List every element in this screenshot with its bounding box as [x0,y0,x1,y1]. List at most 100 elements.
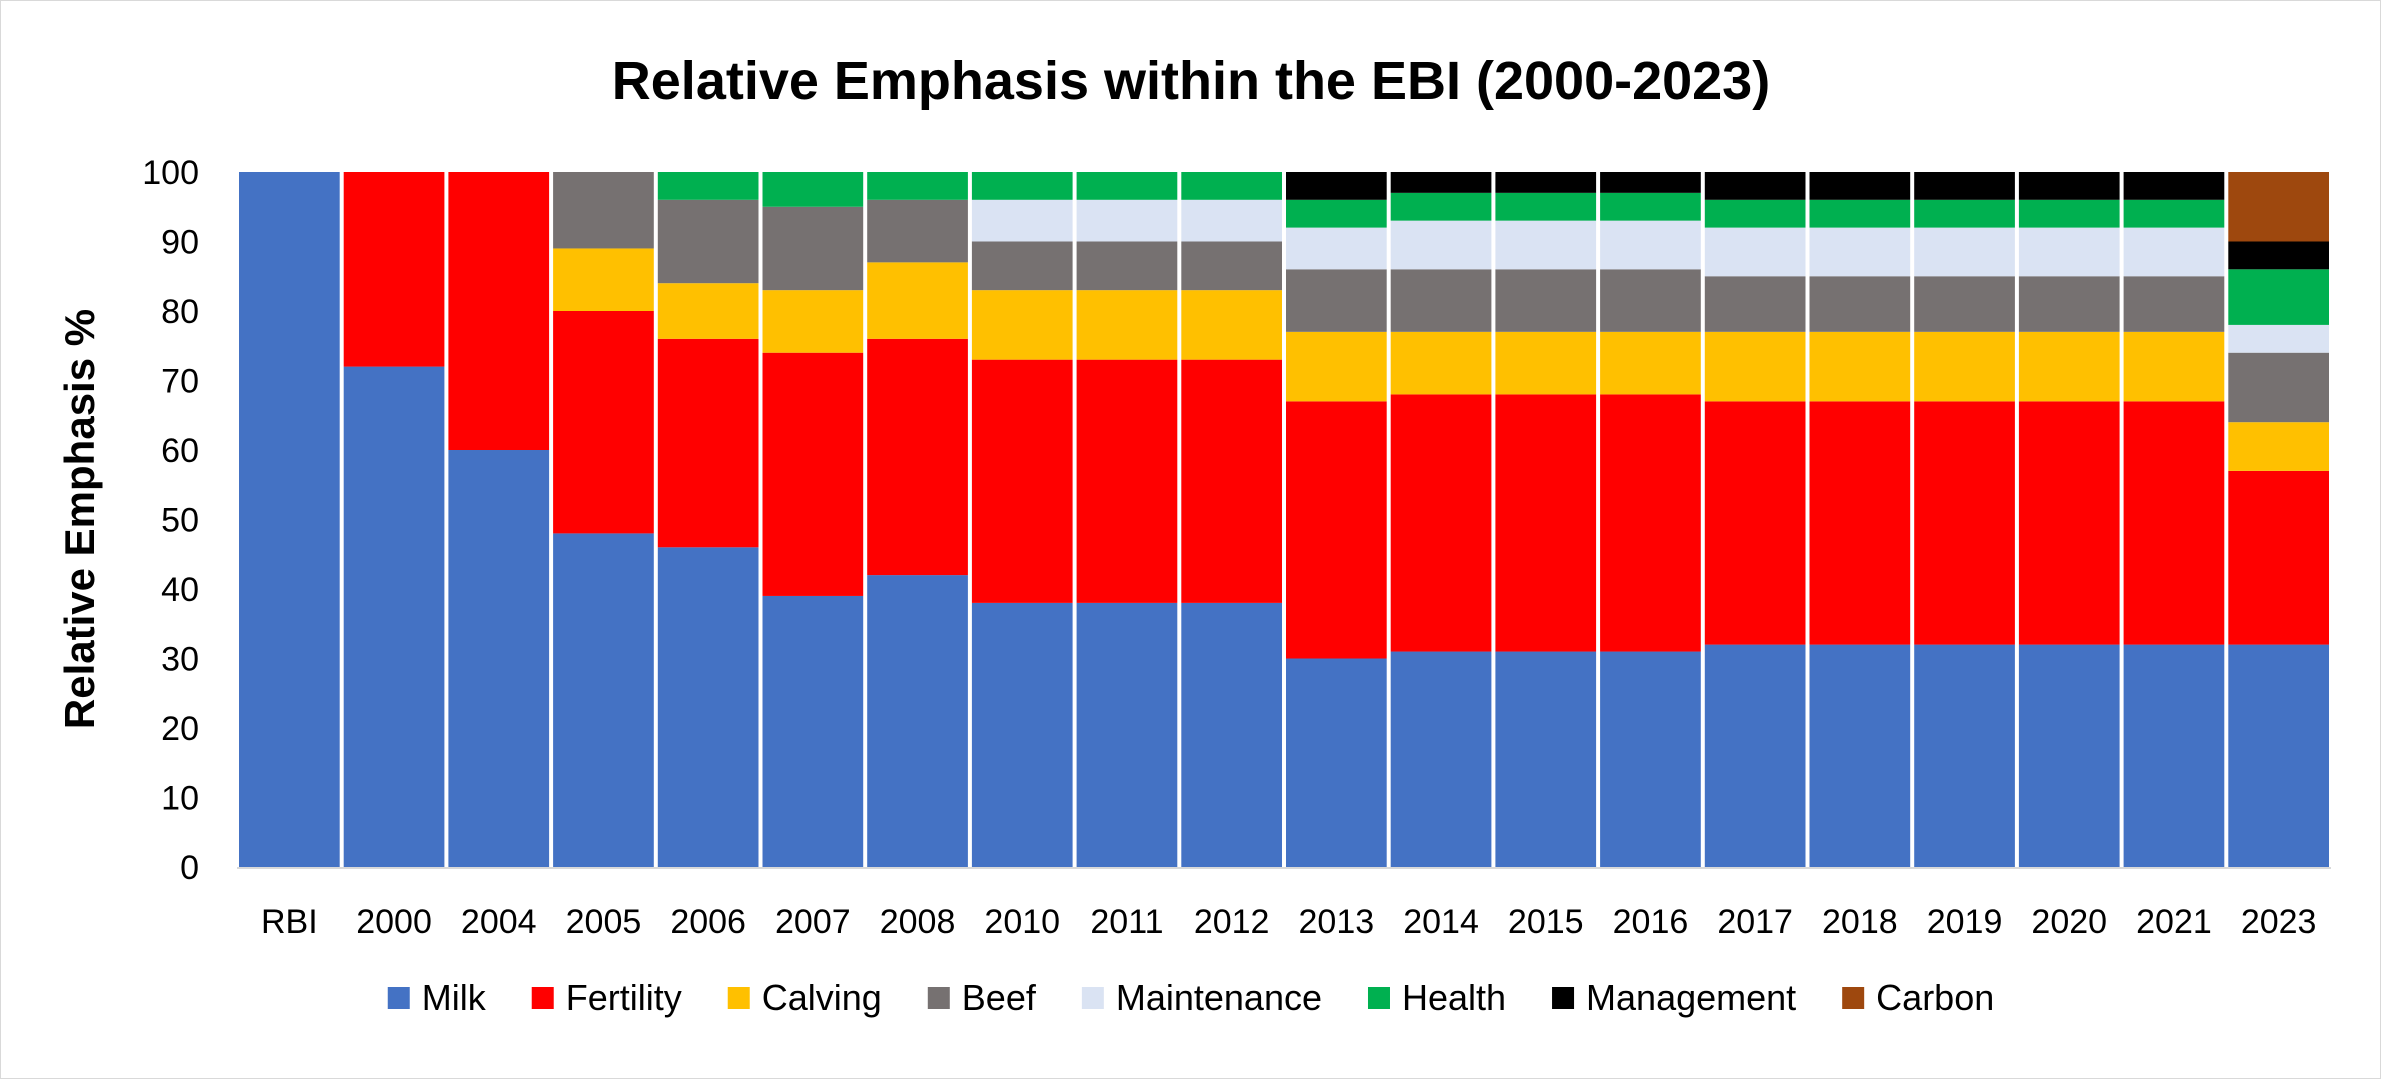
bar-segment-fertility-2015 [1495,394,1597,652]
bar-segment-fertility-2014 [1390,394,1492,652]
chart-title: Relative Emphasis within the EBI (2000-2… [612,51,1770,111]
bar-segment-management-2020 [2018,172,2120,200]
legend-label: Fertility [566,977,682,1018]
bar-segment-maintenance-2017 [1704,227,1806,277]
x-tick-label: 2011 [1090,903,1163,941]
bar-segment-milk-2007 [762,595,864,867]
bar-segment-beef-2016 [1600,269,1701,332]
bar-segment-health-2013 [1286,199,1387,228]
bar-segment-maintenance-2019 [1914,227,2015,277]
y-tick-label: 70 [161,363,199,401]
bar-segment-health-2006 [657,172,759,200]
legend-label: Milk [422,977,487,1018]
bar-segment-beef-2018 [1809,276,1911,332]
bar-segment-fertility-2021 [2123,401,2225,645]
bar-segment-health-2020 [2018,199,2120,228]
bar-segment-maintenance-2010 [971,199,1073,242]
bar-segment-fertility-2012 [1181,359,1282,603]
y-tick-label: 10 [161,780,199,818]
bar-segment-calving-2014 [1390,331,1492,395]
bar-segment-health-2019 [1914,199,2015,228]
bar-segment-beef-2010 [971,241,1073,291]
legend-swatch [387,987,410,1009]
bar-segment-management-2014 [1390,172,1492,193]
bar-segment-beef-2015 [1495,269,1597,332]
legend-item-carbon: Carbon [1842,977,1994,1018]
y-tick-label: 60 [161,432,199,470]
legend-swatch [531,987,554,1009]
bar-segment-health-2018 [1809,199,1911,228]
bar-segment-milk-2005 [553,533,654,867]
bar-segment-fertility-2010 [971,359,1073,603]
bar-segment-maintenance-2020 [2018,227,2120,277]
y-tick-label: 0 [180,849,199,887]
bar-segment-milk-2013 [1286,658,1387,867]
legend-swatch [927,987,950,1009]
bar-segment-calving-2012 [1181,290,1282,360]
bar-segment-fertility-2005 [553,311,654,534]
x-tick-label: 2010 [984,903,1060,941]
legend-item-milk: Milk [387,977,487,1018]
bar-segment-calving-2021 [2123,331,2225,402]
bar-segment-maintenance-2012 [1181,199,1282,242]
y-axis-label: Relative Emphasis % [56,309,103,729]
bar-segment-fertility-2023 [2228,470,2329,645]
bar-segment-milk-2011 [1076,602,1178,867]
bar-segment-calving-2005 [553,248,654,311]
bar-segment-maintenance-2018 [1809,227,1911,277]
y-tick-label: 20 [161,710,199,748]
legend-item-health: Health [1367,977,1506,1018]
bar-segment-beef-2007 [762,206,864,291]
bar-segment-beef-2008 [867,199,968,263]
bar-segment-milk-rbi [239,172,340,867]
bar-segment-beef-2023 [2228,352,2329,423]
bar-segment-calving-2007 [762,290,864,353]
bar-segment-health-2014 [1390,192,1492,221]
bar-segment-calving-2020 [2018,331,2120,402]
bar-segment-milk-2000 [343,366,445,867]
x-tick-label: 2008 [880,903,956,941]
bar-segment-fertility-2006 [657,338,759,548]
bar-segment-beef-2012 [1181,241,1282,291]
legend-swatch [1081,987,1104,1009]
bar-segment-calving-2015 [1495,331,1597,395]
bar-segment-milk-2021 [2123,644,2225,867]
bar-segment-carbon-2023 [2228,172,2329,242]
bar-segment-calving-2011 [1076,290,1178,360]
bar-segment-milk-2015 [1495,651,1597,867]
bar-segment-health-2010 [971,172,1073,200]
bar-segment-beef-2006 [657,199,759,284]
bar-segment-health-2015 [1495,192,1597,221]
bar-segment-maintenance-2023 [2228,324,2329,353]
x-axis-ticks: RBI 2000 2004 2005 2006 2007 2008 2010 2011 2012 2… [261,903,2316,941]
x-tick-label: 2004 [461,903,537,941]
bar-segment-maintenance-2011 [1076,199,1178,242]
bar-segment-beef-2013 [1286,269,1387,332]
bar-segment-health-2007 [762,172,864,207]
bar-segment-calving-2018 [1809,331,1911,402]
bar-segment-management-2021 [2123,172,2225,200]
bar-segment-health-2011 [1076,172,1178,200]
bar-segment-health-2012 [1181,172,1282,200]
bar-segment-maintenance-2013 [1286,227,1387,270]
bars-group [239,172,2329,867]
bar-segment-milk-2010 [971,602,1073,867]
bar-segment-fertility-2017 [1704,401,1806,645]
legend-item-fertility: Fertility [531,977,682,1018]
bar-segment-calving-2013 [1286,331,1387,402]
bar-segment-fertility-2011 [1076,359,1178,603]
bar-segment-health-2021 [2123,199,2225,228]
bar-segment-milk-2008 [867,575,968,867]
x-tick-label: 2006 [670,903,746,941]
x-tick-label: 2018 [1822,903,1898,941]
legend-label: Health [1402,977,1506,1018]
bar-segment-fertility-2007 [762,352,864,596]
legend-label: Maintenance [1116,977,1322,1018]
bar-segment-beef-2020 [2018,276,2120,332]
bar-segment-health-2017 [1704,199,1806,228]
bar-segment-fertility-2020 [2018,401,2120,645]
bar-segment-management-2016 [1600,172,1701,193]
legend-swatch [1552,987,1575,1009]
